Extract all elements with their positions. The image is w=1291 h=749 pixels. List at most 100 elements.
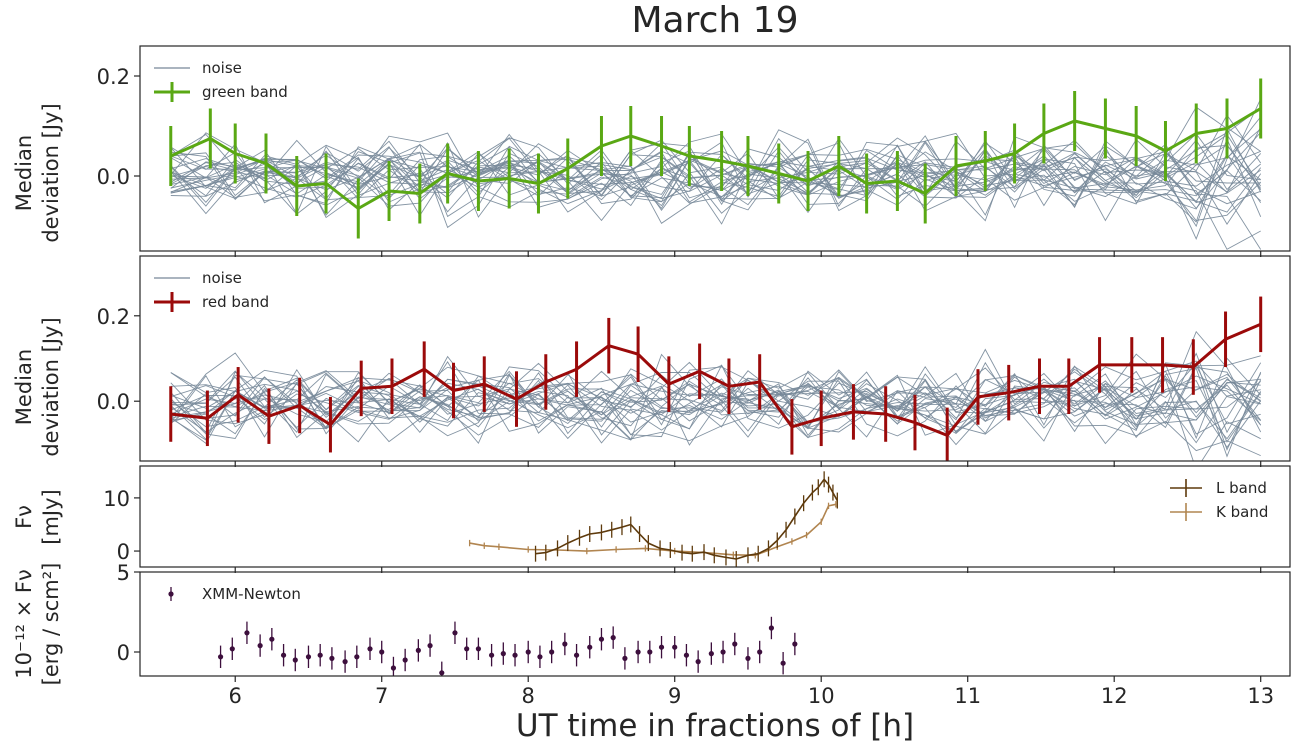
data-point <box>610 635 616 641</box>
noise-line <box>170 137 1262 228</box>
legend-label-band: green band <box>202 83 288 101</box>
series-line-k-band <box>469 503 837 557</box>
y-tick-label: 10 <box>103 487 130 511</box>
noise-line <box>170 364 1261 461</box>
y-tick-label: 5 <box>117 561 130 585</box>
legend-lk: L band K band <box>1170 479 1268 521</box>
data-point <box>292 657 298 663</box>
noise-line <box>170 128 1261 225</box>
data-point <box>549 649 555 655</box>
noise-line <box>170 367 1262 458</box>
plot-area-xmm <box>217 616 798 676</box>
data-point <box>488 652 495 658</box>
legend-red: noise red band <box>154 269 269 312</box>
legend-label-noise: noise <box>202 59 242 77</box>
data-point <box>647 649 653 655</box>
data-point <box>427 643 433 649</box>
data-point <box>757 649 763 655</box>
data-point <box>342 659 348 665</box>
y-axis-label-green: Median deviation [Jy] <box>11 73 65 273</box>
panel-frame-red <box>139 255 1291 462</box>
noise-line <box>170 330 1262 438</box>
data-point <box>305 654 312 660</box>
panel-frame-green <box>139 45 1291 252</box>
legend-swatch-xmm <box>168 591 174 597</box>
x-tick-label: 11 <box>954 684 981 708</box>
panel-green: 0.0 0.2 noise green band <box>97 45 1291 257</box>
panel-frame-xmm <box>139 571 1291 677</box>
y-tick-label: 0.0 <box>97 165 130 189</box>
noise-line <box>170 348 1261 435</box>
data-point <box>672 644 678 650</box>
y-tick-label: 0 <box>117 641 130 665</box>
noise-line <box>170 370 1261 445</box>
data-point <box>562 641 568 647</box>
y-tick-label: 0 <box>117 540 130 564</box>
noise-line <box>170 370 1261 438</box>
data-point <box>475 646 482 652</box>
data-point <box>317 652 323 658</box>
data-point <box>792 641 798 647</box>
noise-line <box>170 362 1262 439</box>
data-point <box>439 670 445 676</box>
data-point <box>622 655 628 662</box>
legend-label-l-band: L band <box>1216 479 1267 497</box>
noise-line <box>170 357 1262 442</box>
data-point <box>379 649 385 655</box>
legend-xmm: XMM-Newton <box>168 585 301 603</box>
noise-line <box>170 132 1261 205</box>
data-point <box>573 652 580 658</box>
x-tick-label: 7 <box>375 684 388 708</box>
legend-label-k-band: K band <box>1216 503 1268 521</box>
data-point <box>280 652 287 658</box>
y-axis-label-xmm-line1: 10⁻¹² × Fν <box>12 569 36 679</box>
x-axis-label: UT time in fractions of [h] <box>515 708 915 744</box>
data-point <box>683 652 690 658</box>
data-point <box>695 659 701 665</box>
data-point <box>452 630 458 636</box>
legend-label-noise: noise <box>202 269 242 287</box>
x-tick-label: 10 <box>808 684 835 708</box>
data-point <box>354 654 360 660</box>
data-point <box>217 654 224 660</box>
noise-line <box>170 355 1261 437</box>
y-axis-label-green-line2: deviation [Jy] <box>39 103 63 243</box>
data-point <box>415 647 421 654</box>
data-point <box>464 646 470 652</box>
data-point <box>269 636 275 642</box>
data-point <box>720 649 726 655</box>
noise-line <box>170 141 1261 211</box>
noise-line <box>170 352 1262 446</box>
noise-line <box>170 353 1261 441</box>
data-point <box>229 646 235 652</box>
data-point <box>390 665 397 671</box>
y-tick-label: 0.2 <box>97 305 130 329</box>
data-point <box>512 652 518 658</box>
series-line-l-band <box>535 478 839 560</box>
y-tick-label: 0.0 <box>97 390 130 414</box>
panel-lk: 0 10 L band K band <box>103 465 1291 573</box>
data-point <box>732 641 738 647</box>
legend-label-xmm: XMM-Newton <box>202 585 301 603</box>
y-axis-label-green-line1: Median <box>12 134 36 212</box>
x-tick-label: 6 <box>229 684 242 708</box>
chart-title: March 19 <box>631 0 799 41</box>
series-line-red-band <box>170 322 1262 437</box>
data-point <box>329 655 335 662</box>
noise-line <box>170 137 1261 250</box>
y-tick-label: 0.2 <box>97 65 130 89</box>
plot-area-lk <box>468 471 839 567</box>
data-point <box>367 646 373 652</box>
data-point <box>257 643 263 649</box>
data-point <box>780 660 786 666</box>
noise-line <box>170 134 1262 215</box>
data-point <box>402 657 408 663</box>
data-point <box>244 630 250 636</box>
noise-line <box>170 366 1262 435</box>
data-point <box>587 644 593 650</box>
noise-line <box>170 372 1261 440</box>
data-point <box>745 655 751 662</box>
panel-xmm: 6 7 8 9 10 11 12 13 0 5 XMM-Newton <box>117 561 1291 708</box>
noise-line <box>170 368 1262 440</box>
